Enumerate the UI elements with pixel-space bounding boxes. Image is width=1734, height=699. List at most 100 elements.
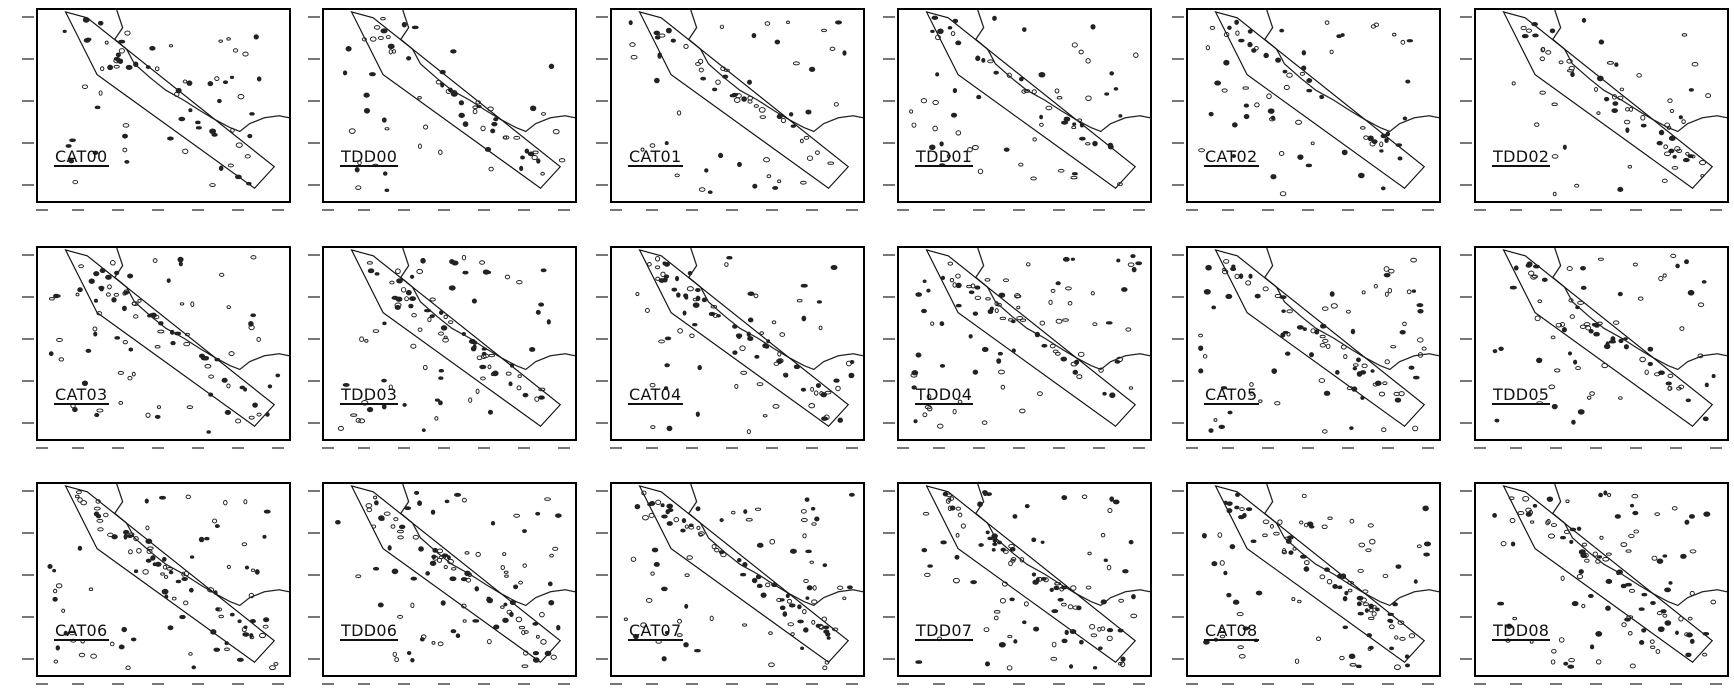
event-marker: [183, 600, 189, 606]
axis-tick: [1172, 16, 1184, 18]
event-marker: [1389, 646, 1395, 651]
event-marker: [1663, 144, 1669, 150]
event-marker: [474, 586, 480, 592]
event-marker: [1531, 22, 1539, 27]
map-plot: [337, 248, 575, 433]
event-marker: [230, 127, 235, 133]
axis-tick: [192, 683, 204, 685]
event-marker: [411, 313, 417, 318]
event-marker: [790, 632, 795, 637]
event-marker: [188, 587, 194, 593]
event-marker: [808, 403, 816, 409]
axis-tick: [112, 447, 124, 449]
axis-tick: [22, 490, 34, 492]
event-marker: [389, 280, 395, 285]
axis-tick: [1222, 209, 1234, 211]
event-marker: [715, 79, 721, 85]
event-marker: [95, 499, 101, 504]
event-marker: [372, 566, 380, 571]
event-marker: [1255, 590, 1263, 596]
event-marker: [687, 271, 693, 276]
event-marker: [1076, 118, 1083, 123]
axis-tick: [1342, 447, 1354, 449]
axis-tick: [1510, 447, 1522, 449]
event-marker: [950, 31, 956, 37]
event-marker: [1227, 25, 1232, 30]
map-plot: [1492, 484, 1727, 669]
event-marker: [107, 284, 112, 290]
event-marker: [373, 495, 378, 500]
event-marker: [1588, 329, 1594, 334]
event-marker: [1699, 159, 1707, 166]
event-marker: [391, 295, 399, 300]
event-marker: [188, 652, 193, 656]
event-marker: [1566, 266, 1573, 272]
event-marker: [797, 619, 804, 624]
event-marker: [1388, 624, 1395, 630]
event-marker: [546, 319, 551, 325]
event-marker: [98, 285, 105, 290]
event-marker: [737, 161, 742, 168]
event-marker: [1128, 386, 1134, 390]
map-plot: [1198, 248, 1439, 434]
event-marker: [1012, 514, 1018, 519]
event-marker: [114, 336, 121, 340]
map-plot: [1201, 484, 1439, 671]
event-marker: [1526, 28, 1533, 33]
event-marker: [158, 321, 164, 326]
axis-tick: [518, 683, 530, 685]
event-marker: [789, 548, 797, 554]
panel-label: TDD08: [1492, 621, 1551, 641]
event-marker: [1690, 154, 1696, 159]
event-marker: [1089, 623, 1096, 630]
event-marker: [488, 166, 494, 172]
event-marker: [1048, 299, 1053, 306]
panel-label: CAT08: [1204, 621, 1259, 641]
event-marker: [747, 317, 754, 323]
event-marker: [1596, 321, 1603, 326]
axis-tick: [686, 447, 698, 449]
event-marker: [1310, 141, 1315, 146]
event-marker: [504, 574, 509, 578]
event-marker: [1508, 496, 1515, 501]
zone-polygon: [1502, 485, 1714, 664]
event-marker: [1226, 508, 1233, 514]
axis-tick: [478, 209, 490, 211]
event-marker: [1632, 262, 1638, 267]
event-marker: [1380, 186, 1386, 191]
event-marker: [1612, 101, 1619, 106]
event-marker: [1397, 620, 1405, 625]
event-marker: [513, 513, 520, 518]
event-marker: [221, 377, 228, 383]
axis-tick: [1053, 447, 1065, 449]
event-marker: [1593, 331, 1600, 337]
event-marker: [947, 261, 954, 266]
event-marker: [249, 632, 254, 638]
event-marker: [1006, 665, 1013, 671]
event-marker: [409, 274, 415, 279]
event-marker: [1127, 262, 1135, 267]
event-marker: [222, 80, 229, 85]
event-marker: [1366, 633, 1373, 638]
event-marker: [740, 572, 747, 577]
event-marker: [814, 150, 820, 155]
axis-tick: [308, 142, 320, 144]
event-marker: [1592, 551, 1598, 557]
event-marker: [1323, 390, 1331, 396]
event-marker: [1399, 636, 1406, 641]
event-marker: [921, 548, 928, 553]
event-marker: [179, 614, 186, 620]
event-marker: [124, 160, 130, 164]
event-marker: [380, 28, 388, 34]
event-marker: [788, 112, 794, 117]
event-marker: [502, 135, 510, 140]
event-marker: [253, 34, 259, 40]
event-marker: [1039, 114, 1044, 120]
event-marker: [849, 359, 855, 365]
event-marker: [484, 147, 492, 152]
event-marker: [532, 651, 540, 656]
axis-tick: [308, 338, 320, 340]
event-marker: [1068, 664, 1074, 669]
event-marker: [168, 44, 174, 48]
event-marker: [183, 570, 190, 577]
